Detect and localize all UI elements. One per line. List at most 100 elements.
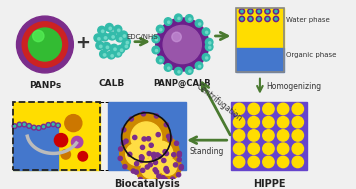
Circle shape — [248, 103, 260, 115]
Circle shape — [38, 127, 40, 129]
Text: Biocatalysis: Biocatalysis — [114, 179, 180, 189]
Circle shape — [292, 116, 303, 128]
Circle shape — [28, 28, 61, 61]
Circle shape — [120, 137, 154, 171]
Circle shape — [266, 18, 269, 20]
Circle shape — [28, 125, 30, 127]
Circle shape — [277, 143, 289, 154]
Circle shape — [185, 15, 193, 22]
Circle shape — [275, 10, 277, 12]
Circle shape — [265, 16, 270, 22]
Circle shape — [178, 17, 180, 20]
Circle shape — [27, 124, 31, 128]
Circle shape — [47, 124, 49, 126]
Circle shape — [134, 170, 138, 174]
Circle shape — [101, 30, 104, 33]
Circle shape — [292, 156, 303, 168]
Circle shape — [205, 57, 208, 59]
Circle shape — [133, 135, 137, 139]
Circle shape — [174, 14, 182, 22]
Circle shape — [277, 130, 289, 141]
Circle shape — [177, 173, 181, 177]
Circle shape — [161, 176, 165, 180]
Circle shape — [241, 18, 243, 20]
Circle shape — [140, 156, 144, 160]
Circle shape — [275, 18, 277, 20]
Circle shape — [239, 9, 245, 14]
Circle shape — [209, 46, 211, 49]
Circle shape — [248, 9, 253, 14]
Circle shape — [154, 181, 158, 185]
Circle shape — [171, 177, 175, 181]
Circle shape — [249, 18, 252, 20]
Circle shape — [177, 153, 182, 157]
Bar — [236, 8, 284, 72]
Circle shape — [142, 135, 179, 172]
Text: PANPs: PANPs — [29, 81, 61, 90]
Circle shape — [118, 156, 122, 160]
Circle shape — [273, 9, 279, 14]
Circle shape — [209, 42, 211, 44]
Circle shape — [51, 122, 56, 127]
Circle shape — [117, 29, 120, 32]
Circle shape — [131, 122, 162, 153]
Circle shape — [239, 16, 245, 22]
Circle shape — [96, 41, 104, 50]
Circle shape — [265, 9, 270, 14]
Text: EDC/NHS: EDC/NHS — [127, 34, 158, 40]
Circle shape — [168, 137, 172, 142]
Bar — [13, 126, 58, 170]
Circle shape — [234, 130, 245, 141]
Circle shape — [205, 38, 213, 46]
Text: +: + — [75, 34, 90, 52]
Circle shape — [112, 36, 114, 38]
Circle shape — [141, 168, 145, 172]
Circle shape — [156, 56, 164, 64]
Circle shape — [164, 151, 168, 156]
Circle shape — [32, 125, 36, 130]
Circle shape — [195, 62, 203, 70]
Circle shape — [263, 103, 274, 115]
Circle shape — [164, 64, 172, 71]
Circle shape — [114, 48, 116, 50]
Circle shape — [72, 136, 83, 148]
Circle shape — [148, 141, 173, 166]
Bar — [108, 102, 186, 170]
Circle shape — [36, 126, 41, 130]
Circle shape — [98, 38, 100, 40]
Text: PANP@CALB: PANP@CALB — [153, 79, 211, 88]
Circle shape — [155, 170, 159, 174]
Circle shape — [78, 152, 88, 161]
Circle shape — [111, 55, 114, 57]
Circle shape — [156, 18, 209, 71]
Circle shape — [163, 25, 201, 64]
Circle shape — [153, 160, 158, 165]
Circle shape — [157, 174, 161, 178]
Circle shape — [98, 26, 106, 34]
Circle shape — [121, 141, 125, 145]
Circle shape — [174, 141, 179, 145]
Circle shape — [141, 159, 161, 178]
Circle shape — [46, 122, 51, 127]
Circle shape — [241, 10, 243, 12]
Circle shape — [22, 122, 27, 127]
Circle shape — [142, 137, 146, 141]
Circle shape — [122, 38, 130, 46]
Circle shape — [57, 124, 59, 126]
Circle shape — [164, 123, 168, 127]
Circle shape — [168, 21, 170, 23]
Circle shape — [165, 169, 169, 173]
Circle shape — [155, 50, 158, 52]
Circle shape — [100, 45, 102, 48]
Circle shape — [121, 41, 129, 50]
Circle shape — [159, 158, 177, 175]
Circle shape — [162, 158, 166, 163]
Circle shape — [156, 153, 159, 157]
Circle shape — [124, 139, 128, 143]
Circle shape — [94, 34, 102, 42]
Circle shape — [258, 10, 260, 12]
Circle shape — [155, 39, 158, 41]
Circle shape — [16, 16, 73, 73]
Circle shape — [101, 33, 109, 41]
Circle shape — [156, 132, 160, 137]
